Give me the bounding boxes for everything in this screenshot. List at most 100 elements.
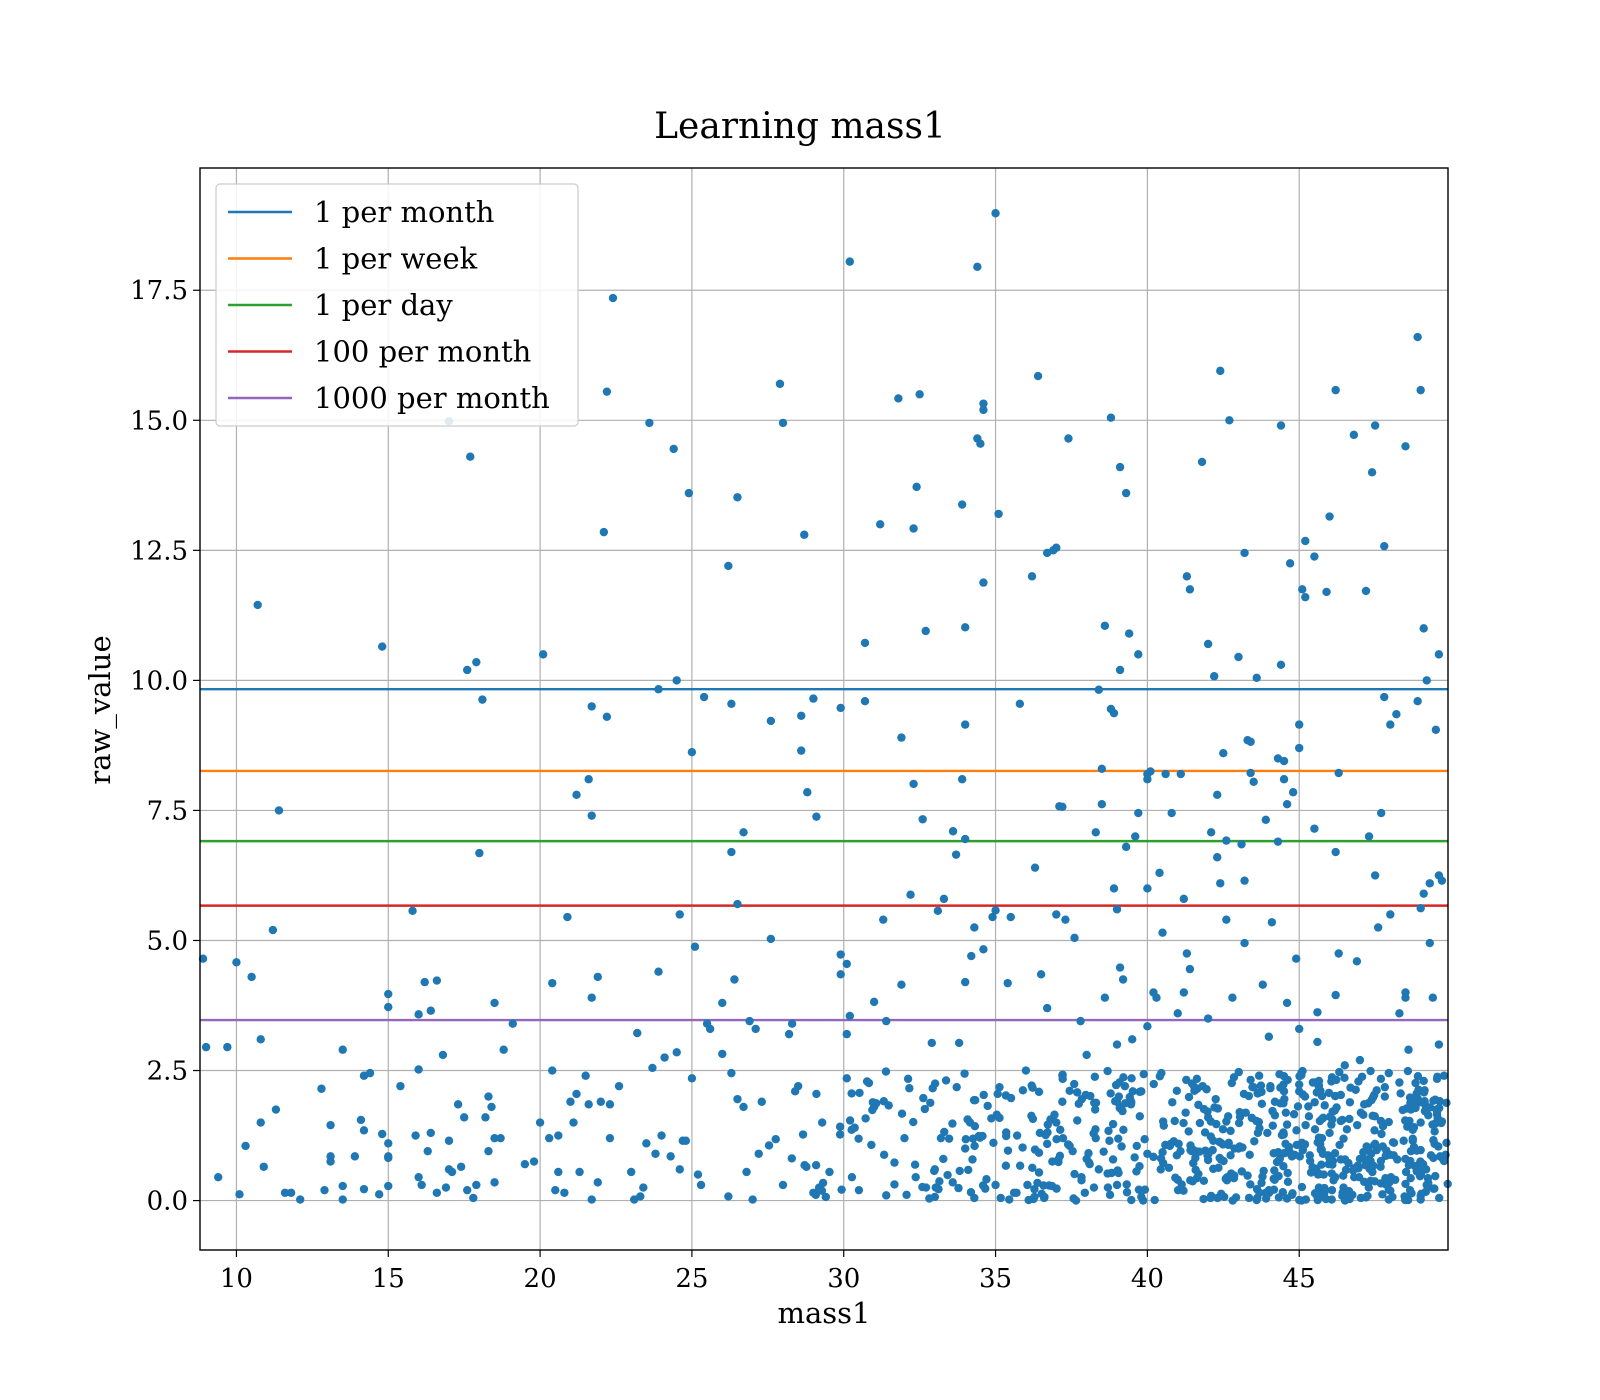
scatter-point <box>1425 879 1434 888</box>
scatter-point <box>1437 876 1447 885</box>
scatter-point <box>1065 1086 1074 1096</box>
scatter-point <box>1377 1129 1386 1139</box>
scatter-point <box>757 1097 766 1106</box>
scatter-point <box>1293 1102 1303 1111</box>
scatter-point <box>1279 775 1289 784</box>
scatter-point <box>1127 1074 1136 1083</box>
scatter-point <box>1432 1074 1442 1084</box>
scatter-point <box>1237 1167 1247 1176</box>
scatter-point <box>1179 1186 1188 1195</box>
scatter-point <box>687 747 697 757</box>
x-tick-label-2: 20 <box>524 1264 557 1294</box>
scatter-point <box>1406 1146 1416 1156</box>
scatter-point <box>842 1029 851 1039</box>
scatter-point <box>836 950 845 959</box>
scatter-point <box>957 500 967 509</box>
scatter-point <box>377 642 387 651</box>
scatter-point <box>414 1010 423 1019</box>
scatter-point <box>699 692 709 702</box>
scatter-point <box>1336 1090 1346 1100</box>
scatter-point <box>991 1180 1000 1190</box>
scatter-point <box>1279 1099 1288 1108</box>
scatter-point <box>1364 832 1374 841</box>
scatter-point <box>817 1186 827 1195</box>
scatter-point <box>979 945 988 954</box>
scatter-point <box>1257 1099 1267 1109</box>
scatter-point <box>724 561 733 571</box>
scatter-point <box>1225 416 1234 425</box>
scatter-point <box>1401 1179 1410 1189</box>
scatter-point <box>1112 1180 1122 1190</box>
scatter-point <box>438 1050 448 1060</box>
scatter-point <box>1115 462 1125 472</box>
scatter-point <box>860 696 870 706</box>
scatter-point <box>1115 963 1125 972</box>
scatter-point <box>912 482 921 492</box>
scatter-point <box>967 951 976 961</box>
scatter-point <box>1419 624 1428 633</box>
scatter-point <box>1189 1082 1199 1091</box>
scatter-point <box>1109 884 1119 893</box>
scatter-point <box>939 1154 948 1164</box>
scatter-point <box>951 850 961 859</box>
scatter-point <box>1039 1193 1049 1203</box>
scatter-point <box>1015 1161 1025 1170</box>
scatter-point <box>669 444 678 454</box>
scatter-point <box>927 1038 936 1048</box>
scatter-point <box>979 578 988 587</box>
scatter-point <box>1279 1149 1289 1158</box>
scatter-point <box>459 1113 469 1122</box>
scatter-point <box>1422 676 1431 685</box>
scatter-point <box>1276 660 1286 669</box>
scatter-point <box>602 387 612 396</box>
scatter-point <box>338 1045 347 1054</box>
scatter-point <box>1320 1186 1330 1195</box>
scatter-point <box>1361 586 1371 596</box>
scatter-point <box>1439 1071 1449 1080</box>
scatter-point <box>1331 990 1340 1000</box>
scatter-point <box>1426 1151 1436 1160</box>
scatter-point <box>1211 1094 1220 1104</box>
scatter-point <box>982 1175 991 1184</box>
scatter-point <box>1229 1174 1239 1183</box>
scatter-point <box>1034 1148 1044 1157</box>
scatter-point <box>475 848 484 858</box>
scatter-point <box>432 976 442 985</box>
scatter-point <box>1268 1106 1277 1116</box>
scatter-point <box>1199 1194 1208 1204</box>
scatter-point <box>847 1172 857 1182</box>
scatter-point <box>548 978 557 988</box>
scatter-point <box>1279 1072 1289 1081</box>
scatter-point <box>657 1131 666 1140</box>
scatter-point <box>1036 970 1046 979</box>
scatter-point <box>1064 434 1073 443</box>
scatter-point <box>836 970 845 979</box>
scatter-point <box>1195 1118 1205 1128</box>
scatter-point <box>1355 1154 1365 1164</box>
scatter-point <box>1246 737 1255 746</box>
scatter-point <box>1380 1092 1390 1101</box>
scatter-point <box>1128 1035 1137 1044</box>
scatter-point <box>1327 1195 1336 1204</box>
scatter-point <box>797 711 806 720</box>
scatter-point <box>1056 1125 1065 1135</box>
scatter-point <box>989 1138 998 1148</box>
scatter-point <box>1434 1103 1444 1113</box>
scatter-point <box>1424 1178 1433 1188</box>
scatter-point <box>1331 847 1340 857</box>
scatter-point <box>1121 1099 1130 1108</box>
scatter-point <box>1112 905 1122 914</box>
scatter-point <box>973 262 982 272</box>
scatter-point <box>1406 1174 1415 1183</box>
scatter-point <box>1121 488 1131 498</box>
scatter-point <box>1015 699 1025 708</box>
scatter-point <box>1103 1183 1113 1192</box>
scatter-point <box>1199 1176 1209 1186</box>
scatter-point <box>1325 512 1334 521</box>
scatter-point <box>1298 1145 1308 1155</box>
scatter-point <box>1213 790 1222 800</box>
scatter-point <box>626 1167 636 1177</box>
scatter-point <box>1304 1102 1313 1111</box>
scatter-point <box>1437 1118 1446 1128</box>
scatter-point <box>1185 585 1195 594</box>
